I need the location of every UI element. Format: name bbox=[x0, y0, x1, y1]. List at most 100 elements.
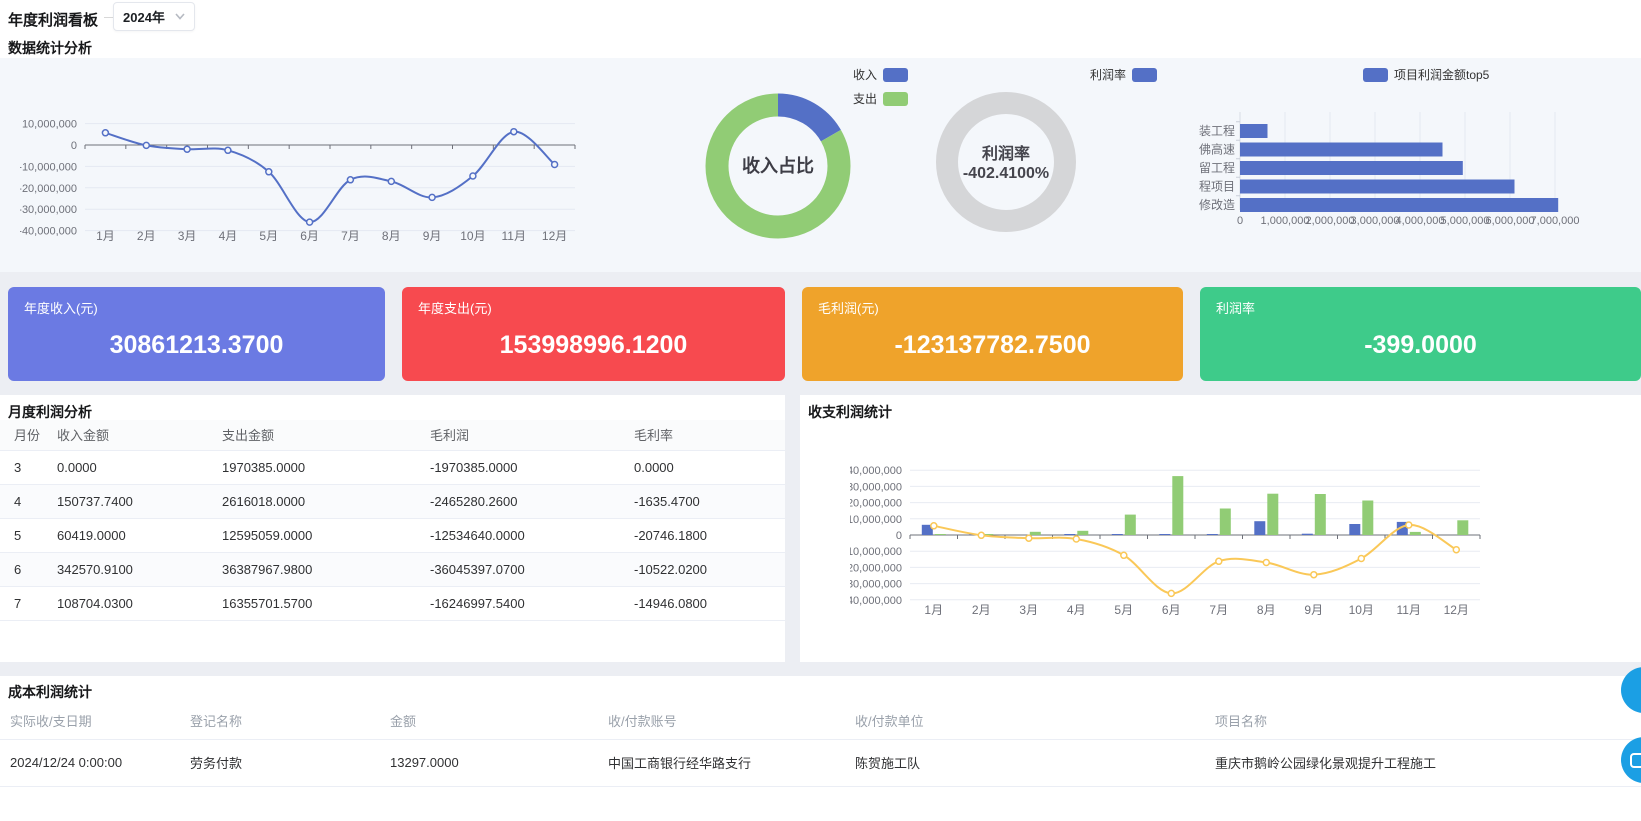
svg-text:6,000,000: 6,000,000 bbox=[1486, 215, 1535, 227]
income-ratio-donut-chart: 收入占比 bbox=[705, 93, 851, 239]
table-cell: -36045397.0700 bbox=[423, 552, 627, 587]
section-title: 数据统计分析 bbox=[8, 40, 92, 56]
kpi-value: -399.0000 bbox=[1364, 331, 1477, 359]
table-cell: 劳务付款 bbox=[180, 739, 380, 787]
year-select[interactable]: 2024年 bbox=[113, 2, 195, 31]
svg-text:4月: 4月 bbox=[219, 229, 238, 243]
table-header-row: 月份 收入金额 支出金额 毛利润 毛利率 bbox=[0, 420, 785, 451]
legend-label: 收入 bbox=[853, 68, 878, 82]
svg-text:5月: 5月 bbox=[1114, 603, 1133, 617]
svg-text:3月: 3月 bbox=[1019, 603, 1038, 617]
table-cell: 7 bbox=[0, 586, 50, 621]
table-cell: 5 bbox=[0, 518, 50, 553]
table-cell: 342570.9100 bbox=[50, 552, 215, 587]
svg-text:20,000,000: 20,000,000 bbox=[850, 498, 902, 510]
table-header-cell: 支出金额 bbox=[215, 420, 423, 451]
svg-text:1,000,000: 1,000,000 bbox=[1261, 215, 1310, 227]
table-cell: 2024/12/24 0:00:00 bbox=[0, 739, 180, 787]
svg-text:装工程: 装工程 bbox=[1199, 123, 1235, 138]
table-cell: 12595059.0000 bbox=[215, 518, 423, 553]
table-header-cell: 收/付款单位 bbox=[845, 703, 1205, 740]
monthly-profit-title: 月度利润分析 bbox=[8, 404, 92, 420]
legend-label: 项目利润金额top5 bbox=[1394, 68, 1490, 82]
table-cell: 60419.0000 bbox=[50, 518, 215, 553]
table-cell: 中国工商银行经华路支行 bbox=[598, 739, 845, 787]
svg-text:30,000,000: 30,000,000 bbox=[850, 481, 902, 493]
profit-trend-chart: 10,000,000 0 -10,000,000 -20,000,000 -30,000… bbox=[20, 119, 576, 243]
svg-text:2月: 2月 bbox=[137, 229, 156, 243]
table-cell: 3 bbox=[0, 450, 50, 485]
legend-marker bbox=[1132, 67, 1158, 82]
table-cell: -1635.4700 bbox=[627, 484, 785, 519]
table-row: 3 0.0000 1970385.0000 -1970385.0000 0.0000 bbox=[0, 450, 785, 485]
table-header-cell: 毛利润 bbox=[423, 420, 627, 451]
cost-profit-title: 成本利润统计 bbox=[8, 684, 92, 700]
table-cell: 4 bbox=[0, 484, 50, 519]
table-header-cell: 实际收/支日期 bbox=[0, 703, 180, 740]
svg-text:留工程: 留工程 bbox=[1199, 160, 1235, 175]
table-cell: 0.0000 bbox=[627, 450, 785, 485]
cost-profit-panel: 成本利润统计 实际收/支日期 登记名称 金额 收/付款账号 收/付款单位 项目名称 2024… bbox=[0, 676, 1641, 821]
chevron-down-icon bbox=[175, 13, 185, 20]
legend-item[interactable]: 利润率 bbox=[1090, 66, 1158, 83]
table-row: 6 342570.9100 36387967.9800 -36045397.0700-… bbox=[0, 552, 785, 587]
svg-text:10月: 10月 bbox=[460, 229, 485, 243]
table-header-cell: 项目名称 bbox=[1205, 703, 1641, 740]
year-select-value: 2024年 bbox=[123, 10, 165, 25]
svg-text:10,000,000: 10,000,000 bbox=[850, 514, 902, 526]
svg-text:2,000,000: 2,000,000 bbox=[1306, 215, 1355, 227]
table-cell: 0.0000 bbox=[50, 450, 215, 485]
svg-text:-30,000,000: -30,000,000 bbox=[20, 204, 77, 216]
svg-text:0: 0 bbox=[1237, 215, 1243, 227]
table-cell: -16246997.5400 bbox=[423, 586, 627, 621]
table-row: 4 150737.7400 2616018.0000 -2465280.2600 -16… bbox=[0, 484, 785, 519]
legend-item[interactable]: 支出 bbox=[853, 90, 909, 107]
svg-text:9月: 9月 bbox=[423, 229, 442, 243]
svg-text:程项目: 程项目 bbox=[1199, 179, 1235, 194]
svg-text:3月: 3月 bbox=[178, 229, 197, 243]
page-title: 年度利润看板 bbox=[8, 12, 99, 29]
income-expense-title: 收支利润统计 bbox=[808, 404, 892, 420]
svg-text:修改造: 修改造 bbox=[1199, 197, 1235, 212]
svg-text:-20,000,000: -20,000,000 bbox=[850, 562, 902, 574]
table-header-cell: 月份 bbox=[0, 420, 50, 451]
monthly-profit-table: 月份 收入金额 支出金额 毛利润 毛利率 3 0.0000 1970385.0000 -1970… bbox=[0, 420, 785, 621]
legend-item[interactable]: 项目利润金额top5 bbox=[1363, 66, 1489, 83]
svg-text:4月: 4月 bbox=[1067, 603, 1086, 617]
svg-text:3,000,000: 3,000,000 bbox=[1351, 215, 1400, 227]
table-cell: -1970385.0000 bbox=[423, 450, 627, 485]
project-top5-bar-chart: 0 1,000,0002,000,0003,000,0004,000,0005,0… bbox=[1199, 112, 1579, 227]
svg-text:0: 0 bbox=[71, 140, 77, 152]
income-expense-panel: 收支利润统计 40,000,000 30,000,000 20,000,000 10,… bbox=[800, 395, 1641, 662]
svg-text:11月: 11月 bbox=[1397, 603, 1421, 617]
svg-text:-10,000,000: -10,000,000 bbox=[850, 546, 902, 558]
table-header-cell: 金额 bbox=[380, 703, 598, 740]
income-expense-combo-chart: 40,000,000 30,000,000 20,000,000 10,000,000… bbox=[850, 465, 1481, 617]
title-divider bbox=[104, 17, 113, 18]
table-cell: -14946.0800 bbox=[627, 586, 785, 621]
svg-text:7月: 7月 bbox=[341, 229, 360, 243]
table-cell: 重庆市鹅岭公园绿化景观提升工程施工 bbox=[1205, 739, 1641, 787]
svg-text:2月: 2月 bbox=[972, 603, 991, 617]
table-row: 5 60419.0000 12595059.0000 -12534640.0000 -2… bbox=[0, 518, 785, 553]
kpi-label: 利润率 bbox=[1216, 301, 1256, 316]
table-cell: 36387967.9800 bbox=[215, 552, 423, 587]
kpi-label: 毛利润(元) bbox=[818, 301, 879, 316]
svg-text:10月: 10月 bbox=[1349, 603, 1374, 617]
table-cell: 6 bbox=[0, 552, 50, 587]
svg-text:-40,000,000: -40,000,000 bbox=[20, 226, 77, 238]
float-action-button-chat[interactable] bbox=[1621, 737, 1641, 783]
table-cell: -10522.0200 bbox=[627, 552, 785, 587]
svg-text:12月: 12月 bbox=[1444, 603, 1469, 617]
table-cell: 陈贺施工队 bbox=[845, 739, 1205, 787]
income-ratio-legend: 收入 支出 bbox=[853, 66, 909, 107]
legend-item[interactable]: 收入 bbox=[853, 66, 909, 83]
kpi-card-annual-expense: 年度支出(元) 153998996.1200 bbox=[402, 287, 785, 381]
chat-window-icon bbox=[1629, 752, 1641, 768]
svg-text:8月: 8月 bbox=[382, 229, 401, 243]
table-header-cell: 收入金额 bbox=[50, 420, 215, 451]
kpi-label: 年度收入(元) bbox=[24, 301, 98, 316]
cost-profit-table: 实际收/支日期 登记名称 金额 收/付款账号 收/付款单位 项目名称 2024/12/24 … bbox=[0, 703, 1641, 787]
legend-label: 支出 bbox=[853, 92, 878, 106]
float-action-button-top[interactable] bbox=[1621, 667, 1641, 713]
